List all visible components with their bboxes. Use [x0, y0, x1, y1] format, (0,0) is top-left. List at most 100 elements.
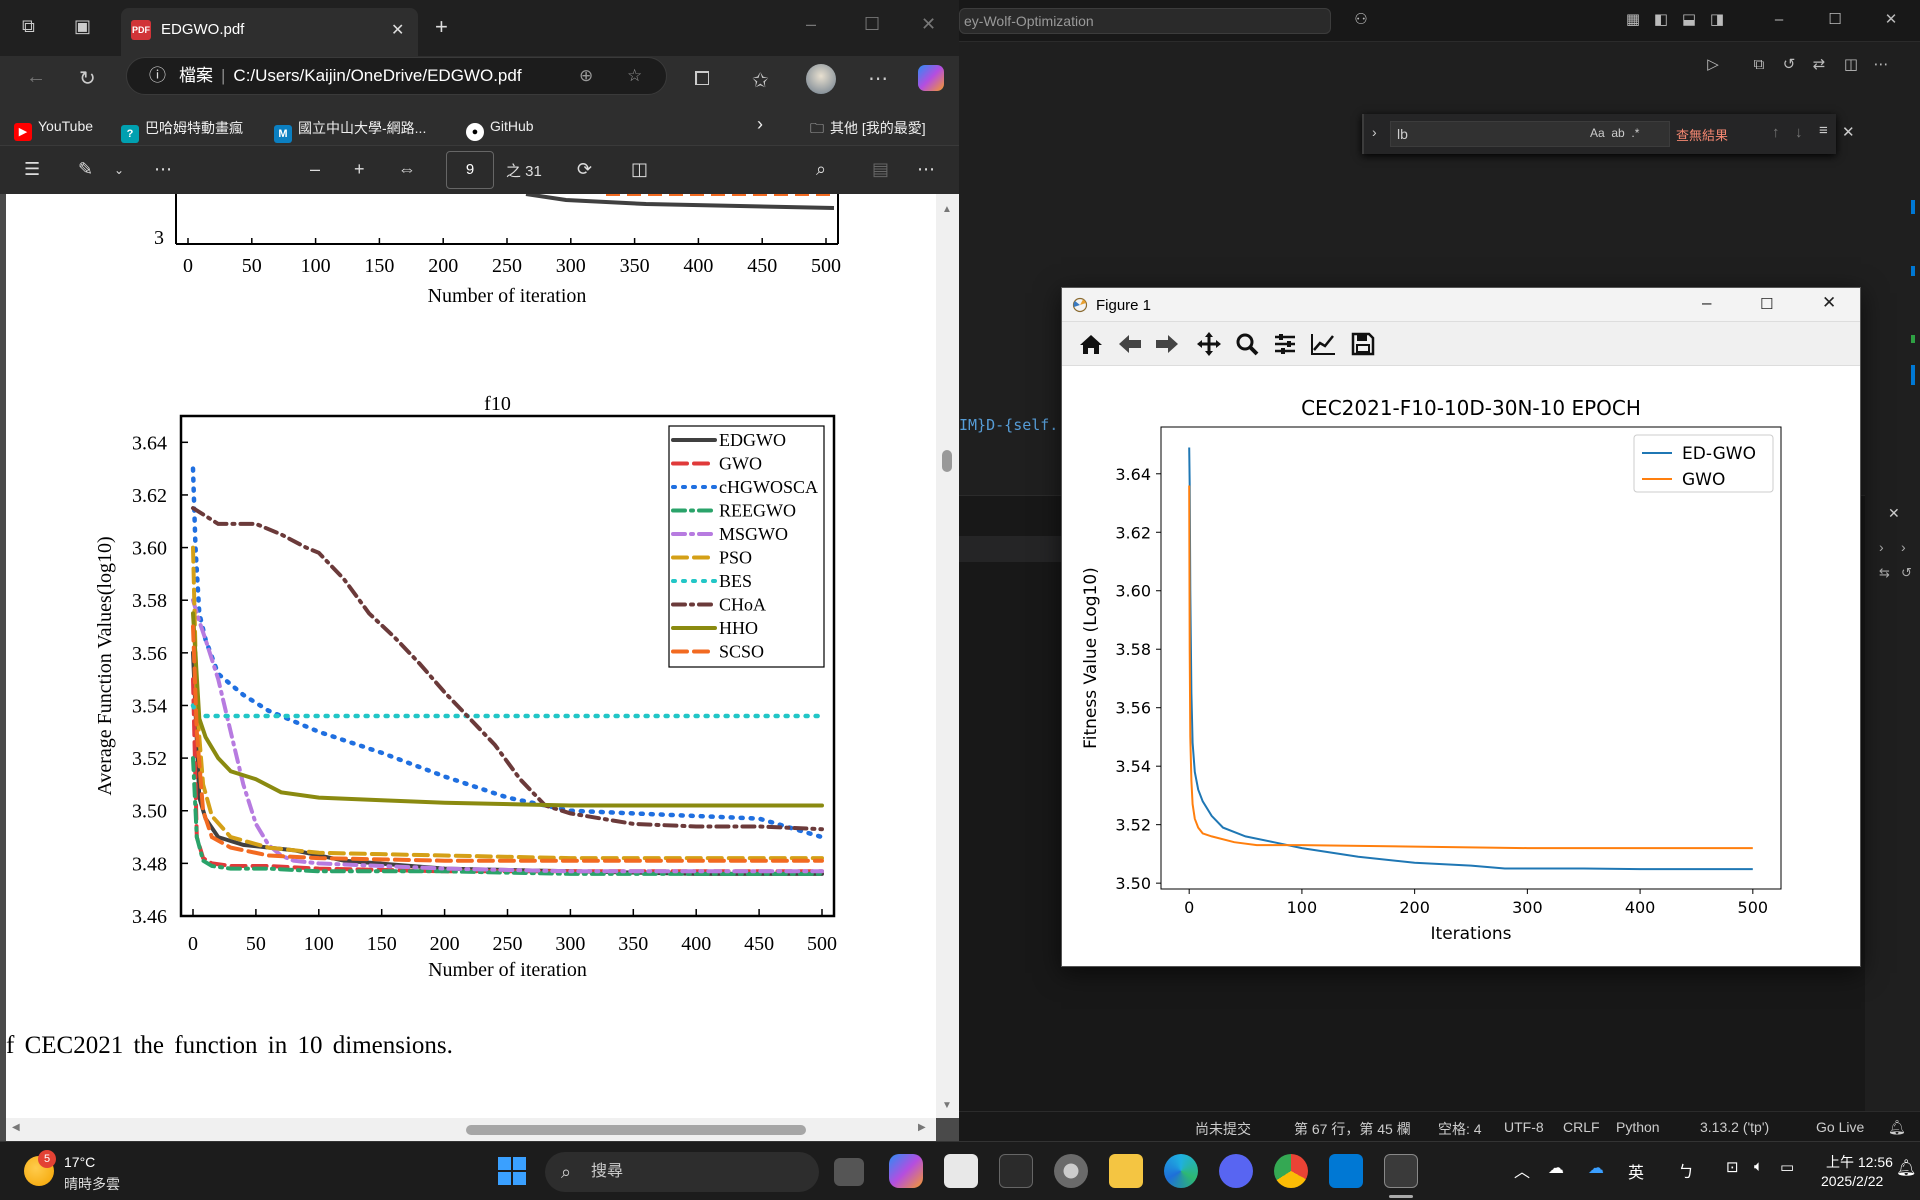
compare-icon[interactable]: ⧉ — [1753, 56, 1765, 73]
close-icon[interactable]: ✕ — [921, 14, 937, 34]
history-icon[interactable]: ↺ — [1782, 56, 1796, 73]
bookmark-github[interactable]: ● GitHub — [466, 118, 534, 141]
minimize-icon[interactable]: – — [1702, 293, 1712, 312]
highlight-icon[interactable]: ✎ — [78, 159, 94, 179]
network-icon[interactable]: ⊡ — [1726, 1159, 1739, 1176]
match-case-toggle[interactable]: Aa — [1590, 126, 1605, 140]
page-view-icon[interactable]: ◫ — [631, 159, 649, 179]
page-number-input[interactable]: 9 — [446, 151, 494, 189]
maximize-icon[interactable]: ☐ — [1828, 11, 1842, 28]
arrow-up-icon[interactable]: ↑ — [1772, 124, 1780, 141]
find-in-selection-icon[interactable]: ≡ — [1819, 122, 1828, 139]
chevron-right-icon[interactable]: › — [1901, 539, 1906, 555]
language-mode[interactable]: Python — [1616, 1119, 1660, 1135]
new-tab-icon[interactable]: + — [435, 14, 448, 39]
minimize-icon[interactable]: – — [806, 14, 817, 34]
contents-icon[interactable]: ☰ — [24, 159, 41, 179]
chevron-right-icon[interactable]: › — [1879, 539, 1884, 555]
favorite-star-icon[interactable]: ☆ — [627, 66, 643, 85]
bookmark-nsysu[interactable]: M 國立中山大學-網路... — [274, 118, 426, 143]
home-icon[interactable] — [1076, 330, 1106, 358]
fit-width-icon[interactable]: ⇔ — [398, 159, 416, 179]
zoom-in-icon[interactable]: + — [354, 159, 365, 179]
eol[interactable]: CRLF — [1563, 1119, 1600, 1135]
git-status[interactable]: 尚未提交 — [1195, 1121, 1251, 1137]
toggle-secondary-sidebar-icon[interactable]: ◨ — [1709, 11, 1725, 28]
save-icon[interactable] — [1348, 330, 1378, 358]
back-icon[interactable]: ← — [26, 66, 46, 88]
extensions-icon[interactable]: ⧠ — [694, 68, 710, 90]
encoding[interactable]: UTF-8 — [1504, 1119, 1544, 1135]
cursor-position[interactable]: 第 67 行，第 45 欄 — [1294, 1121, 1411, 1137]
refresh-icon[interactable]: ↻ — [79, 68, 96, 90]
zoom-icon[interactable] — [1232, 330, 1262, 358]
regex-toggle[interactable]: .* — [1631, 126, 1640, 140]
terminal-icon[interactable] — [999, 1154, 1033, 1188]
more-icon[interactable]: ⋯ — [917, 159, 935, 179]
scroll-down-icon[interactable]: ▼ — [942, 1100, 952, 1111]
scroll-right-icon[interactable]: ▶ — [918, 1122, 926, 1133]
copilot-icon[interactable] — [889, 1154, 923, 1188]
settings-gear-icon[interactable] — [1054, 1154, 1088, 1188]
back-icon[interactable] — [1115, 330, 1145, 358]
other-favorites[interactable]: 🗀︎ 其他 [我的最愛] — [810, 120, 926, 136]
workspaces-icon[interactable]: ⧉ — [22, 16, 35, 36]
zoom-icon[interactable]: ⊕ — [579, 66, 594, 85]
find-input[interactable]: lb — [1390, 121, 1670, 147]
address-bar[interactable]: ⓘ 檔案 | C:/Users/Kaijin/OneDrive/EDGWO.pdf … — [126, 57, 667, 95]
ime-indicator[interactable]: 英 — [1628, 1165, 1645, 1182]
configure-subplots-icon[interactable] — [1270, 330, 1300, 358]
search-icon[interactable]: ⌕ — [816, 159, 827, 179]
info-icon[interactable]: ⓘ — [149, 66, 166, 85]
copilot-icon[interactable] — [918, 65, 944, 91]
chevron-right-icon[interactable]: › — [1372, 124, 1377, 140]
close-icon[interactable]: ✕ — [1884, 11, 1898, 28]
arrow-down-icon[interactable]: ↓ — [1795, 124, 1803, 141]
go-live[interactable]: Go Live — [1816, 1119, 1865, 1135]
tab-edgwo-pdf[interactable]: PDF EDGWO.pdf ✕ — [121, 8, 418, 56]
file-explorer-icon[interactable] — [1109, 1154, 1143, 1188]
vscode-icon[interactable] — [1329, 1154, 1363, 1188]
run-icon[interactable]: ▷ — [1707, 56, 1719, 73]
match-word-toggle[interactable]: ab — [1611, 126, 1625, 140]
horizontal-scrollbar[interactable]: ◀ ▶ — [6, 1118, 936, 1141]
refresh-icon[interactable]: ⇆ — [1879, 565, 1890, 580]
pan-icon[interactable] — [1194, 330, 1224, 358]
volume-icon[interactable]: 🔈︎ — [1754, 1158, 1764, 1175]
minimize-icon[interactable]: – — [1774, 11, 1784, 28]
maximize-icon[interactable]: ☐ — [1760, 296, 1774, 313]
vertical-scroll-thumb[interactable] — [942, 450, 952, 472]
more-tools-icon[interactable]: ⋯ — [154, 159, 172, 179]
more-icon[interactable]: ⋯ — [868, 68, 888, 90]
discord-icon[interactable] — [1219, 1154, 1253, 1188]
layout-icon[interactable]: ▦ — [1625, 11, 1641, 28]
bell-icon[interactable]: 🔔︎ — [1888, 1119, 1906, 1135]
rotate-icon[interactable]: ⟳ — [577, 159, 593, 179]
chevron-down-icon[interactable]: ⌄ — [114, 163, 125, 177]
chevron-right-icon[interactable]: › — [757, 114, 763, 134]
horizontal-scroll-thumb[interactable] — [466, 1125, 806, 1135]
avatar[interactable] — [806, 64, 836, 94]
toggle-panel-icon[interactable]: ⬓ — [1681, 11, 1697, 28]
save-icon[interactable]: ▤ — [872, 159, 890, 179]
close-icon[interactable]: ✕ — [1822, 293, 1837, 312]
onedrive-icon[interactable]: ☁ — [1548, 1160, 1564, 1177]
more-icon[interactable]: ⋯ — [1873, 56, 1889, 73]
changes-icon[interactable]: ⇄ — [1812, 56, 1826, 73]
bookmark-youtube[interactable]: ▶ YouTube — [14, 118, 93, 141]
notifications-icon[interactable]: 🔔︎ — [1896, 1160, 1917, 1177]
copilot-icon[interactable]: ⚇ — [1354, 11, 1368, 28]
split-editor-icon[interactable]: ◫ — [1843, 56, 1859, 73]
scroll-left-icon[interactable]: ◀ — [12, 1122, 20, 1133]
weather-widget[interactable]: 5 17°C 晴時多雲 — [24, 1150, 164, 1194]
chrome-icon[interactable] — [1274, 1154, 1308, 1188]
figure-canvas[interactable]: CEC2021-F10-10D-30N-10 EPOCH 3.50 3.52 3.54… — [1062, 366, 1860, 966]
edge-browser-icon[interactable] — [1164, 1154, 1198, 1188]
vscode-command-center[interactable]: ey-Wolf-Optimization — [959, 8, 1331, 34]
onedrive-business-icon[interactable]: ☁ — [1588, 1160, 1604, 1177]
ime-mode-icon[interactable]: ㄅ — [1678, 1164, 1695, 1181]
clock-date[interactable]: 2025/2/22 — [1821, 1173, 1884, 1189]
pdf-viewport[interactable]: 3 0 50 100 150 200 250 300 350 400 450 500 Number of… — [0, 194, 959, 1141]
vertical-scrollbar[interactable]: ▲ ▼ — [936, 194, 959, 1118]
maximize-icon[interactable]: ☐ — [864, 14, 881, 34]
